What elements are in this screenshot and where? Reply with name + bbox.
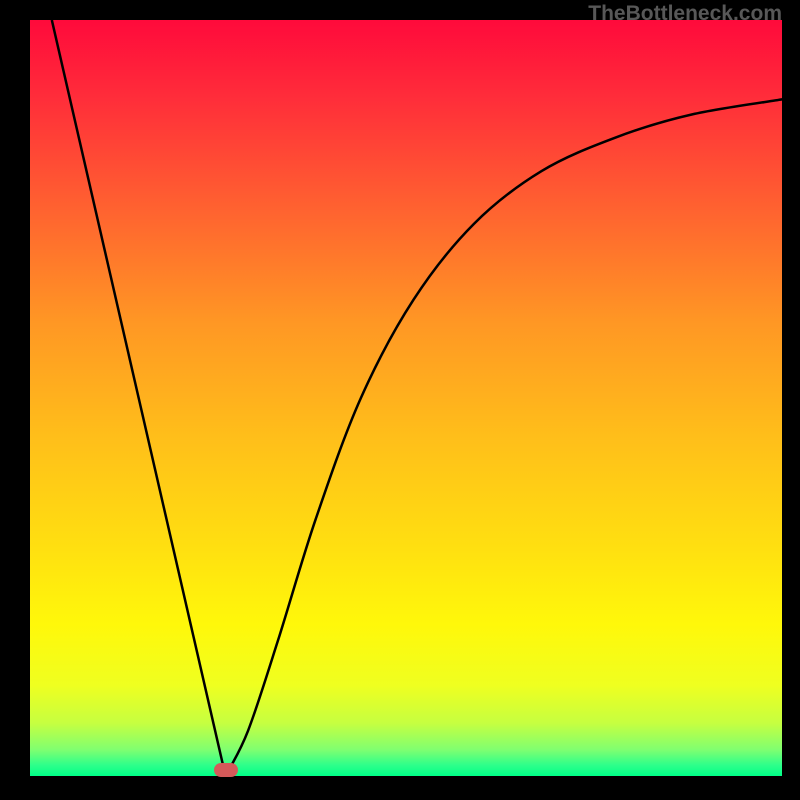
min-marker bbox=[214, 763, 238, 777]
curve-overlay bbox=[30, 20, 782, 776]
chart-container: TheBottleneck.com bbox=[0, 0, 800, 800]
curve-left-segment bbox=[52, 20, 226, 776]
watermark-label: TheBottleneck.com bbox=[588, 2, 782, 26]
curve-right-segment bbox=[226, 99, 782, 776]
plot-area bbox=[30, 20, 782, 776]
